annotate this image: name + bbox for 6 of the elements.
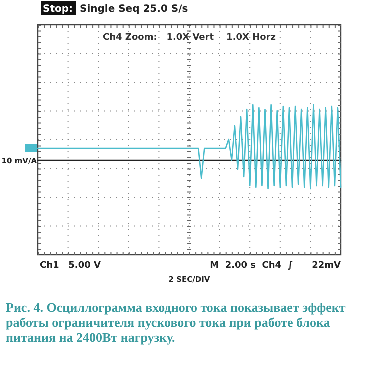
text: Single Seq 25.0 S/s xyxy=(80,4,188,15)
text: Ch1 5.00 V xyxy=(40,261,102,271)
text: M 2.00 s Ch4 ∫ 22mV xyxy=(210,261,342,271)
text: Stop: xyxy=(43,4,74,15)
text: Ch4 Zoom: 1.0X Vert 1.0X Horz xyxy=(103,33,276,43)
text: Рис. 4. Осциллограмма входного тока показывает эффект работы ограничителя пускового тока при работе блока питания на 2400Вт нагрузку. xyxy=(5,300,347,345)
